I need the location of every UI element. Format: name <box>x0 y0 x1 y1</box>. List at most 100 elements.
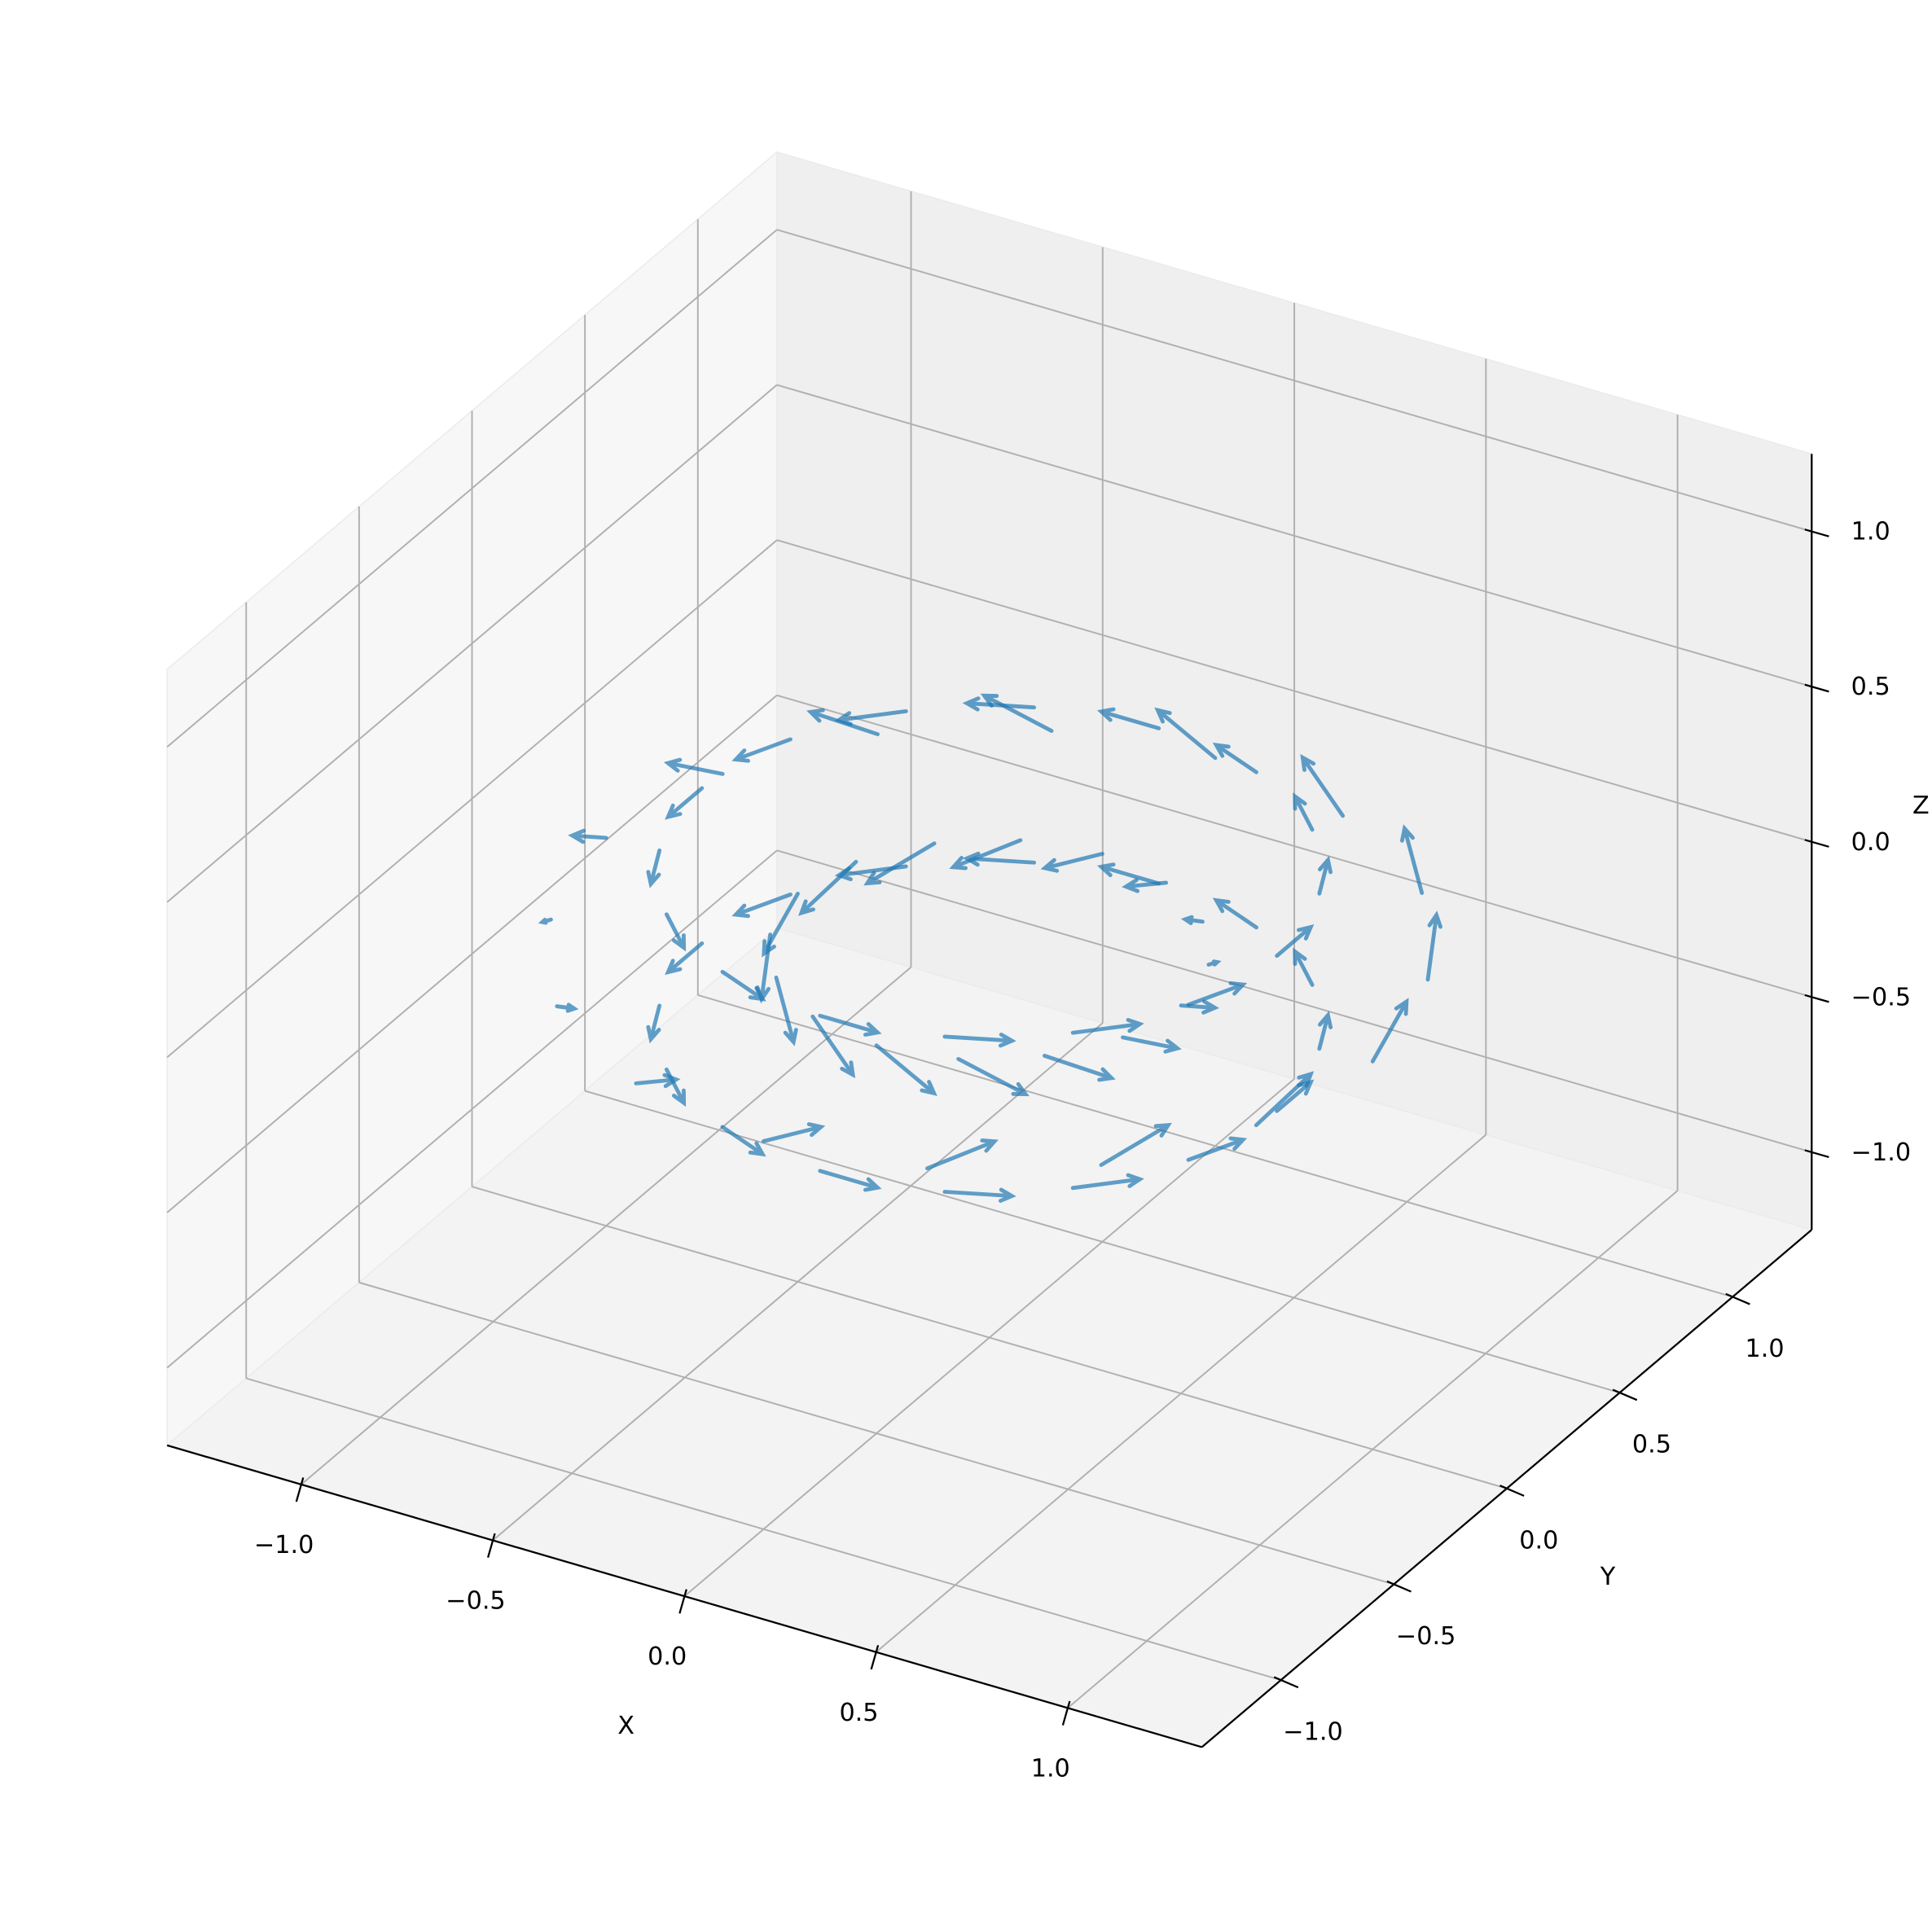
arrow <box>1186 1136 1248 1162</box>
grid-line <box>776 539 1812 843</box>
arrow <box>1122 878 1169 893</box>
arrow <box>1300 753 1346 818</box>
arrow <box>1121 1035 1182 1054</box>
x-tick-label: 1.0 <box>1031 1754 1070 1783</box>
y-tick-label: 0.5 <box>1632 1431 1671 1459</box>
arrow <box>646 1003 662 1044</box>
arrow <box>663 757 725 776</box>
grid-line <box>166 695 778 1213</box>
arrow <box>1042 1054 1116 1082</box>
axes: −1.0 −0.5 0.0 0.5 1.0 −1.0 −0.5 0.0 0.5 1.0 −1.0 −0… <box>166 454 1911 1783</box>
arrow <box>646 848 662 888</box>
arrow <box>949 838 1023 871</box>
arrow <box>1179 999 1219 1015</box>
arrow <box>664 912 687 952</box>
arrow <box>665 941 705 976</box>
arrow <box>1275 1079 1315 1113</box>
x-tick-label: −0.5 <box>446 1587 505 1616</box>
y-tick <box>1499 1485 1525 1497</box>
y-tick-label: 0.0 <box>1519 1526 1558 1555</box>
arrows <box>538 693 1442 1203</box>
x-tick-label: 0.5 <box>839 1699 878 1727</box>
arrow <box>755 932 773 1004</box>
z-axis-label: Z <box>1912 792 1930 820</box>
grid-line <box>166 229 778 748</box>
z-tick-label: −0.5 <box>1851 983 1911 1011</box>
z-tick-label: 1.0 <box>1851 518 1890 546</box>
arrow <box>538 917 553 925</box>
grid-line <box>776 694 1812 998</box>
x-tick <box>1061 1700 1071 1726</box>
x-axis-label: X <box>617 1712 634 1740</box>
grid-line <box>166 849 778 1369</box>
arrow <box>1070 1018 1144 1035</box>
y-tick-label: 1.0 <box>1745 1335 1785 1363</box>
arrow <box>1096 862 1161 886</box>
grid-line <box>358 1281 1394 1586</box>
arrow <box>806 708 880 737</box>
y-tick <box>1273 1676 1299 1689</box>
grid-line <box>584 1090 1620 1394</box>
grid-line <box>776 384 1812 688</box>
x-tick <box>486 1533 496 1558</box>
arrow <box>1317 855 1333 896</box>
grid-line <box>472 1186 1508 1489</box>
arrow <box>568 828 608 844</box>
z-tick <box>1804 839 1829 848</box>
arrow <box>1293 792 1315 832</box>
z-tick-label: 0.5 <box>1851 673 1890 701</box>
arrow <box>1370 998 1409 1064</box>
grid-line <box>245 1377 1281 1682</box>
x-tick <box>295 1477 305 1502</box>
x-tick-label: 0.0 <box>648 1643 687 1671</box>
arrow <box>1399 824 1425 895</box>
z-tick-label: −1.0 <box>1851 1138 1911 1167</box>
arrow <box>1186 980 1248 1007</box>
arrow <box>720 1125 766 1157</box>
z-tick <box>1804 994 1829 1003</box>
x-tick-label: −1.0 <box>254 1531 314 1559</box>
arrow <box>1206 959 1222 967</box>
y-axis-label: Y <box>1600 1563 1616 1591</box>
y-tick-label: −0.5 <box>1396 1622 1456 1651</box>
x-tick <box>870 1644 880 1670</box>
arrow <box>1212 897 1258 930</box>
arrow <box>1317 1011 1333 1051</box>
arrow <box>980 693 1054 733</box>
arrow <box>925 1138 999 1171</box>
arrow <box>1212 742 1258 774</box>
arrow <box>942 1032 1016 1048</box>
x-tick <box>678 1589 687 1614</box>
arrow <box>731 737 793 763</box>
grid-line <box>697 994 1733 1298</box>
arrow <box>956 1056 1030 1097</box>
grid-line <box>776 849 1812 1153</box>
y-tick-label: −1.0 <box>1283 1718 1342 1747</box>
arrow <box>731 893 793 919</box>
arrow <box>797 859 858 916</box>
arrow <box>1275 923 1315 958</box>
grid-line <box>166 384 778 903</box>
arrow <box>1099 1122 1172 1167</box>
grid-line <box>166 539 778 1059</box>
y-tick <box>1725 1292 1750 1305</box>
z-tick-label: 0.0 <box>1851 828 1890 857</box>
y-tick <box>1612 1388 1638 1401</box>
arrow <box>664 1067 687 1108</box>
arrow <box>818 1013 882 1037</box>
arrow <box>774 975 798 1046</box>
arrow <box>874 1043 937 1096</box>
arrow <box>1096 707 1161 730</box>
arrow <box>1425 910 1442 982</box>
arrow <box>1070 1173 1144 1191</box>
z-tick <box>1804 683 1829 693</box>
y-tick <box>1386 1580 1412 1593</box>
arrow <box>1154 707 1218 761</box>
arrow <box>818 1169 882 1192</box>
arrow <box>1180 915 1205 926</box>
arrow <box>665 786 705 820</box>
arrow <box>810 1014 856 1079</box>
z-tick <box>1804 1149 1829 1159</box>
arrow <box>1040 852 1104 873</box>
